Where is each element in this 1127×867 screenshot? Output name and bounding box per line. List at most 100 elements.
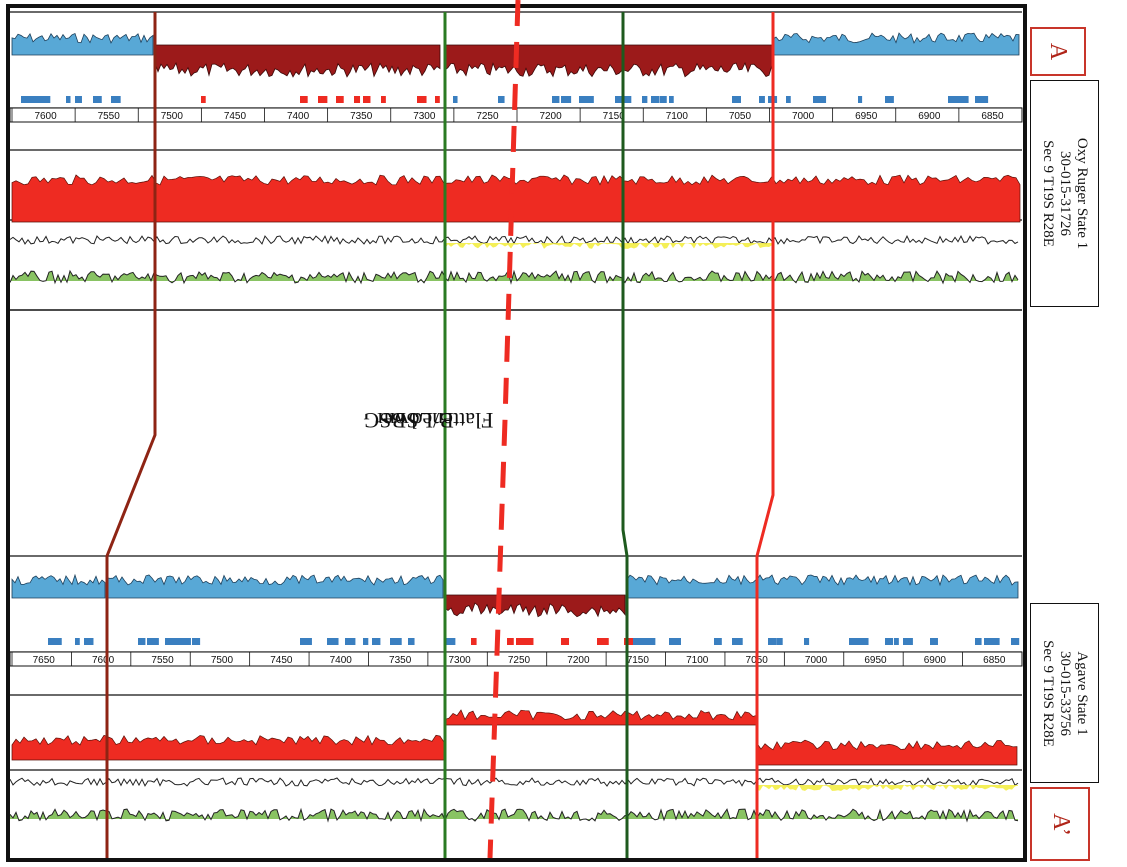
depth-tick-label: 7550	[98, 111, 121, 122]
correlation-line-dashed	[487, 0, 521, 859]
depth-tick-label: 7600	[34, 111, 57, 122]
lithology-tick	[984, 96, 989, 103]
lithology-tick	[813, 96, 824, 103]
well-top-logs: 7600 7550 7500 7450 7400 7350 7300 7250 7200 7150…	[9, 11, 1023, 311]
resistivity-track-top	[10, 11, 1022, 221]
depth-scale-top: 7600 7550 7500 7450 7400 7350 7300 7250 7200 7150…	[9, 107, 1023, 123]
lithology-tick	[615, 96, 625, 103]
lithology-tick	[318, 96, 328, 103]
lithology-tick	[525, 638, 534, 645]
depth-tick-label: 7150	[603, 111, 626, 122]
correlation-line-left	[105, 12, 157, 858]
lithology-tick	[336, 96, 344, 103]
lithology-tick	[363, 638, 369, 645]
lithology-tick	[147, 638, 159, 645]
well-top-name: Oxy Ruger State 1	[1074, 137, 1091, 250]
lithology-tick	[417, 96, 427, 103]
lithology-tick	[75, 638, 80, 645]
depth-tick-label: 7250	[508, 655, 531, 666]
lithology-tick	[651, 638, 656, 645]
lithology-tick	[471, 638, 477, 645]
resistivity-fill	[626, 574, 757, 599]
section-marker-a-prime: A’	[1030, 787, 1090, 861]
flattening-annotation: Flattened on B/Lower SBSG	[345, 360, 493, 480]
curve-green-fill	[10, 809, 1018, 821]
curve-track-top	[9, 234, 1019, 285]
lithology-tick	[732, 96, 741, 103]
lithology-tick	[624, 96, 632, 103]
lithology-tick	[930, 638, 938, 645]
depth-tick-label: 6900	[924, 655, 947, 666]
depth-tick-label: 7450	[224, 111, 247, 122]
depth-tick-label: 7400	[287, 111, 310, 122]
depth-scale-bar	[9, 651, 1023, 667]
lithology-tick	[66, 96, 71, 103]
curve-track-bottom	[9, 777, 1019, 823]
depth-scale-bottom: 7650 7600 7550 7500 7450 7400 7350 7300 7250 7200…	[9, 651, 1023, 667]
lithology-tick	[183, 638, 191, 645]
depth-tick-label: 7250	[476, 111, 499, 122]
curve-yellow-fill	[757, 785, 1018, 791]
depth-tick-label: 7600	[92, 655, 115, 666]
well-top-api: 30-015-31726	[1057, 150, 1074, 236]
lithology-tick	[669, 638, 681, 645]
lithology-tick	[165, 638, 176, 645]
lithology-tick	[75, 96, 82, 103]
depth-tick-label: 7350	[389, 655, 412, 666]
lithology-tick	[39, 96, 51, 103]
depth-tick-label: 7650	[33, 655, 56, 666]
lithology-tick	[651, 96, 660, 103]
lithology-tick	[624, 638, 634, 645]
lithology-tick	[381, 96, 386, 103]
lithology-tick	[903, 638, 913, 645]
depth-tick-label: 7550	[151, 655, 174, 666]
lithology-tick	[804, 638, 810, 645]
outer-frame	[6, 4, 1027, 862]
lithology-tick	[849, 638, 859, 645]
lithology-tick	[408, 638, 415, 645]
lithology-tick	[93, 96, 102, 103]
depth-tick-label: 7400	[330, 655, 353, 666]
depth-tick-label: 7350	[350, 111, 373, 122]
lithology-tick	[858, 638, 869, 645]
lithology-tick	[885, 638, 894, 645]
resistivity-fill	[11, 32, 154, 56]
depth-tick-label: 7000	[805, 655, 828, 666]
lithology-tick	[597, 638, 609, 645]
lithology-tick	[372, 638, 381, 645]
resistivity-fill	[772, 32, 1020, 56]
pay-zone-fill	[444, 594, 626, 618]
lithology-tick	[552, 96, 560, 103]
porosity-fill	[11, 174, 1021, 223]
lithology-tick	[48, 638, 59, 645]
porosity-fill	[11, 734, 445, 761]
depth-tick-label: 7500	[211, 655, 234, 666]
lithology-tick	[84, 638, 94, 645]
lithology-tick	[516, 638, 528, 645]
lithology-tick	[111, 96, 121, 103]
lithology-tick	[354, 96, 361, 103]
pay-zone-fill	[444, 44, 773, 78]
correlation-line-green-2	[621, 12, 629, 858]
pay-zone-fill	[154, 44, 441, 78]
depth-tick-label: 6850	[981, 111, 1004, 122]
lithology-tick	[732, 638, 743, 645]
lithology-tick	[777, 638, 783, 645]
depth-tick-label: 7300	[413, 111, 436, 122]
lithology-tick	[768, 638, 777, 645]
lithology-tick	[327, 638, 339, 645]
lithology-tick	[345, 638, 356, 645]
correlation-lines	[105, 0, 775, 859]
depth-tick-label: 6950	[855, 111, 878, 122]
depth-tick-label: 7050	[729, 111, 752, 122]
lithology-strip-top	[21, 96, 989, 103]
curve-upper	[9, 777, 1019, 787]
lithology-tick	[300, 96, 308, 103]
lithology-tick	[453, 96, 458, 103]
lithology-tick	[633, 638, 644, 645]
curve-yellow-fill	[445, 243, 772, 249]
lithology-tick	[30, 96, 41, 103]
depth-tick-label: 7200	[567, 655, 590, 666]
lithology-tick	[885, 96, 894, 103]
well-bottom-name: Agave State 1	[1074, 650, 1090, 736]
